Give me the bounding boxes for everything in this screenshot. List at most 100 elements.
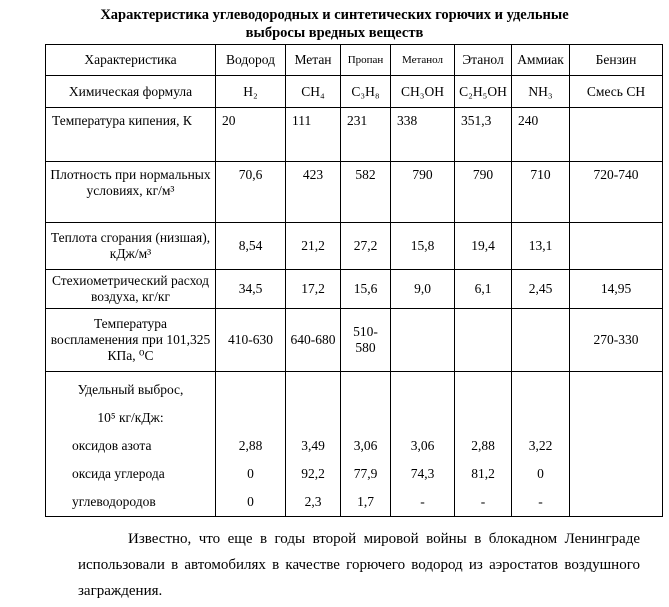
spacer-line — [216, 376, 285, 404]
cell-value: 351,3 — [454, 107, 512, 162]
cell-value: 410-630 — [215, 308, 286, 372]
cell-value: NH₃ — [511, 75, 570, 108]
cell-value: 19,4 — [454, 222, 512, 270]
emission-value: 77,9 — [353, 466, 378, 481]
emission-value: 1,7 — [357, 494, 374, 509]
emissions-label-cell: Удельный выброс, 10⁵ кг/кДж: оксидов азота… — [45, 371, 216, 517]
emission-value: 0 — [247, 466, 254, 481]
emission-value: 2,88 — [471, 438, 495, 453]
row-label: Химическая формула — [45, 75, 216, 108]
emissions-value-cell: 3,49 92,2 2,3 — [285, 371, 341, 517]
row-label: Теплота сгорания (низшая), кДж/м³ — [45, 222, 216, 270]
emission-value: - — [538, 494, 543, 509]
cell-value: 720-740 — [569, 161, 663, 223]
emissions-row: Удельный выброс, 10⁵ кг/кДж: оксидов азота… — [45, 371, 663, 517]
table-row: Температура воспламенения при 101,325 КП… — [45, 308, 663, 372]
spacer-line — [512, 404, 569, 432]
column-header: Аммиак — [511, 44, 570, 76]
column-header: Водород — [215, 44, 286, 76]
row-label: Температура воспламенения при 101,325 КП… — [45, 308, 216, 372]
emission-row-label: оксида углерода — [72, 466, 165, 481]
fuel-characteristics-table: Характеристика Водород Метан Пропан Метанол Э… — [45, 44, 663, 517]
cell-value: 21,2 — [285, 222, 341, 270]
spacer-line — [512, 376, 569, 404]
cell-value: 640-680 — [285, 308, 341, 372]
column-header: Пропан — [340, 44, 391, 76]
emissions-heading-line: 10⁵ кг/кДж: — [97, 410, 164, 425]
cell-value: Смесь CH — [569, 75, 663, 108]
row-label: Плотность при нормальных условиях, кг/м³ — [45, 161, 216, 223]
table-row: Теплота сгорания (низшая), кДж/м³ 8,54 21,… — [45, 222, 663, 270]
emission-value: 3,49 — [301, 438, 325, 453]
header-row: Характеристика Водород Метан Пропан Метанол Э… — [45, 44, 663, 76]
cell-value: 9,0 — [390, 269, 455, 309]
cell-value: 2,45 — [511, 269, 570, 309]
cell-value: CH₄ — [285, 75, 341, 108]
emission-value: 3,22 — [528, 438, 553, 453]
cell-value: 20 — [215, 107, 286, 162]
cell-value: 70,6 — [215, 161, 286, 223]
cell-value: 111 — [285, 107, 341, 162]
cell-value: C₃H₈ — [340, 75, 391, 108]
cell-value: 270-330 — [569, 308, 663, 372]
spacer-line — [216, 404, 285, 432]
table-row: Плотность при нормальных условиях, кг/м³… — [45, 161, 663, 223]
cell-value: 15,6 — [340, 269, 391, 309]
emission-value: 74,3 — [410, 466, 435, 481]
cell-value: H₂ — [215, 75, 286, 108]
emission-row-label: оксидов азота — [72, 438, 152, 453]
document-title: Характеристика углеводородных и синтетич… — [100, 7, 569, 41]
cell-value: 423 — [285, 161, 341, 223]
emissions-value-cell — [569, 371, 663, 517]
emission-value: 2,88 — [238, 438, 263, 453]
spacer-line — [286, 376, 340, 404]
table-row: Температура кипения, К 20 111 231 338 351,3 24… — [45, 107, 663, 162]
table-row: Стехиометрический расход воздуха, кг/кг 3… — [45, 269, 663, 309]
cell-value: 27,2 — [340, 222, 391, 270]
spacer-line — [341, 404, 390, 432]
column-header: Метанол — [390, 44, 455, 76]
cell-value — [454, 308, 512, 372]
spacer-line — [391, 404, 454, 432]
cell-value — [569, 222, 663, 270]
cell-value: C₂H₅OH — [454, 75, 512, 108]
emission-row-label: углеводородов — [72, 494, 156, 509]
cell-value — [390, 308, 455, 372]
spacer-line — [341, 376, 390, 404]
cell-value: 710 — [511, 161, 570, 223]
emission-value: 3,06 — [410, 438, 435, 453]
emissions-value-cell: 2,88 0 0 — [215, 371, 286, 517]
row-label: Температура кипения, К — [45, 107, 216, 162]
cell-value: 338 — [390, 107, 455, 162]
cell-value: 582 — [340, 161, 391, 223]
column-header: Этанол — [454, 44, 512, 76]
cell-value — [511, 308, 570, 372]
emissions-value-cell: 3,06 77,9 1,7 — [340, 371, 391, 517]
spacer-line — [570, 376, 662, 404]
emissions-heading-line: Удельный выброс, — [77, 382, 184, 397]
emission-value: 0 — [537, 466, 544, 481]
cell-value — [569, 107, 663, 162]
cell-value: 14,95 — [569, 269, 663, 309]
cell-value: 15,8 — [390, 222, 455, 270]
emission-value — [570, 432, 662, 460]
emission-value — [570, 488, 662, 516]
cell-value: 790 — [390, 161, 455, 223]
emission-value: - — [480, 494, 486, 509]
spacer-line — [391, 376, 454, 404]
footnote-paragraph: Известно, что еще в годы второй мировой … — [78, 531, 640, 599]
spacer-line — [570, 404, 662, 432]
cell-value: CH₃OH — [390, 75, 455, 108]
cell-value: 790 — [454, 161, 512, 223]
emission-value: 81,2 — [471, 466, 495, 481]
column-header: Метан — [285, 44, 341, 76]
spacer-line — [455, 376, 511, 404]
emission-value: 0 — [247, 494, 254, 509]
column-header: Характеристика — [45, 44, 216, 76]
emission-value: - — [420, 494, 425, 509]
emission-value: 92,2 — [301, 466, 325, 481]
emission-value — [570, 460, 662, 488]
emission-value: 3,06 — [353, 438, 378, 453]
emissions-value-cell: 2,88 81,2 - — [454, 371, 512, 517]
cell-value: 13,1 — [511, 222, 570, 270]
